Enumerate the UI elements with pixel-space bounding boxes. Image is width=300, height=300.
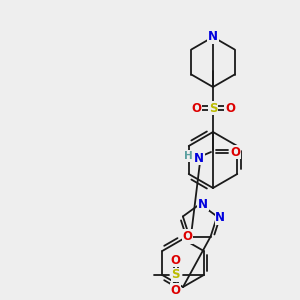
Text: N: N	[194, 152, 204, 164]
Text: N: N	[215, 211, 225, 224]
Text: O: O	[171, 254, 181, 266]
Text: O: O	[225, 101, 235, 115]
Text: S: S	[209, 101, 217, 115]
Text: O: O	[171, 284, 181, 296]
Text: N: N	[198, 197, 208, 211]
Text: H: H	[184, 151, 192, 161]
Text: O: O	[182, 230, 192, 243]
Text: O: O	[191, 101, 201, 115]
Text: N: N	[208, 31, 218, 44]
Text: S: S	[172, 268, 180, 281]
Text: O: O	[230, 146, 240, 158]
